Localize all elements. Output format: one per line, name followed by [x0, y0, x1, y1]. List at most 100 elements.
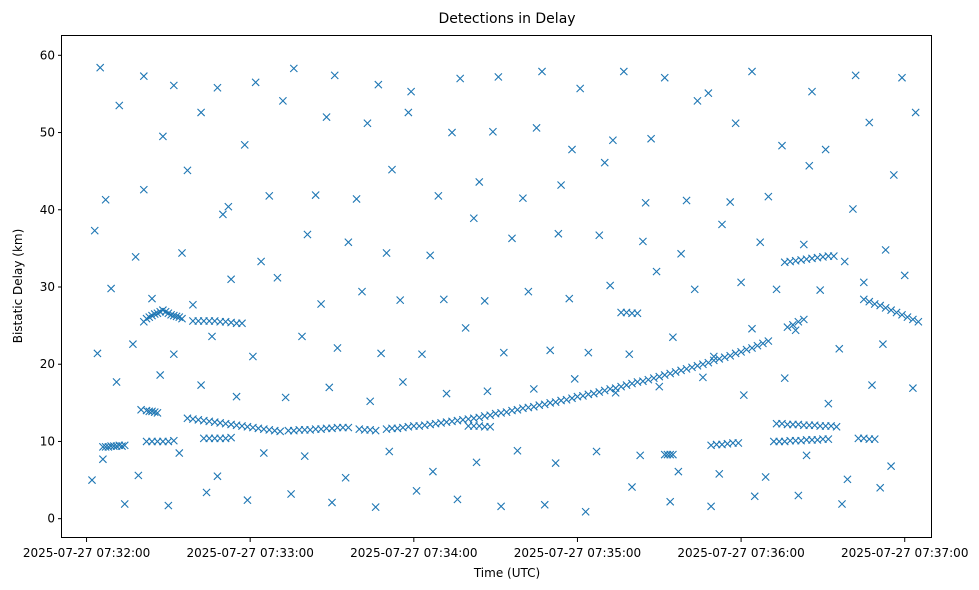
data-point-noise — [442, 389, 451, 398]
data-point-noise — [868, 381, 876, 390]
data-point-noise — [101, 195, 110, 204]
y-axis: 0 10 20 30 40 50 60 — [40, 48, 62, 526]
data-point-track-19 — [870, 435, 879, 444]
data-point-noise — [164, 501, 173, 510]
data-point-noise — [565, 294, 574, 303]
data-point-track-2 — [150, 408, 159, 417]
data-point-noise — [838, 500, 846, 509]
data-point-noise — [183, 166, 192, 175]
data-point-noise — [748, 67, 756, 76]
data-point-noise — [385, 447, 394, 456]
data-point-noise — [824, 399, 833, 408]
data-point-noise — [300, 452, 309, 461]
data-point-track-17 — [794, 317, 803, 326]
data-point-noise — [341, 473, 350, 482]
data-point-noise — [330, 71, 339, 80]
data-point-track-17 — [788, 320, 797, 329]
data-point-noise — [240, 140, 249, 149]
data-point-track-10 — [748, 344, 756, 353]
data-point-track-20 — [887, 306, 896, 315]
data-point-track-10 — [638, 377, 647, 386]
data-point-noise — [606, 281, 615, 290]
data-point-noise — [780, 374, 789, 383]
data-point-noise — [158, 132, 167, 141]
data-point-noise — [257, 257, 266, 266]
data-point-track-4 — [150, 310, 159, 319]
data-point-track-20 — [892, 308, 901, 317]
data-point-noise — [668, 333, 677, 342]
data-point-noise — [232, 392, 241, 401]
data-point-noise — [887, 462, 896, 471]
data-point-noise — [169, 81, 178, 90]
data-point-track-6 — [227, 433, 236, 442]
data-point-noise — [488, 127, 497, 136]
data-point-noise — [366, 397, 375, 406]
data-point-noise — [213, 472, 222, 481]
data-point-noise — [660, 73, 669, 82]
y-tick-label: 30 — [40, 280, 55, 294]
data-point-noise — [311, 191, 320, 200]
data-point-noise — [139, 72, 148, 81]
data-point-noise — [377, 349, 386, 358]
data-point-track-1 — [120, 441, 129, 450]
data-point-noise — [499, 348, 508, 357]
data-point-noise — [698, 373, 707, 382]
x-tick-label: 2025-07-27 07:37:00 — [841, 546, 968, 560]
data-point-noise — [570, 374, 579, 383]
data-point-noise — [557, 181, 566, 190]
data-point-noise — [524, 287, 533, 296]
data-point-track-3 — [169, 436, 178, 445]
data-point-noise — [208, 332, 216, 341]
data-point-noise — [595, 231, 604, 240]
data-point-noise — [652, 267, 661, 276]
data-point-noise — [98, 455, 107, 464]
data-point-track-10 — [486, 411, 495, 420]
data-point-noise — [480, 296, 489, 305]
data-point-track-10 — [513, 405, 522, 414]
data-point-noise — [835, 344, 844, 353]
data-point-noise — [213, 83, 222, 92]
data-point-noise — [778, 141, 786, 150]
data-point-noise — [128, 340, 137, 349]
data-point-track-10 — [655, 372, 664, 381]
data-point-noise — [693, 96, 702, 105]
data-point-track-17 — [799, 315, 808, 324]
data-point-noise — [739, 391, 748, 400]
data-point-noise — [843, 475, 852, 484]
data-point-noise — [799, 240, 808, 249]
data-point-noise — [647, 134, 656, 143]
data-point-noise — [576, 84, 585, 93]
y-tick-label: 60 — [40, 48, 55, 62]
data-point-track-17 — [783, 323, 792, 332]
data-point-noise — [764, 192, 773, 201]
data-point-noise — [851, 71, 860, 80]
data-point-noise — [859, 278, 868, 287]
data-point-noise — [90, 226, 99, 235]
data-point-track-10 — [562, 395, 571, 404]
data-point-noise — [404, 108, 413, 117]
data-point-track-15 — [824, 435, 833, 444]
data-point-noise — [398, 378, 407, 386]
data-point-noise — [227, 275, 236, 284]
data-point-track-20 — [876, 301, 885, 310]
data-point-noise — [202, 488, 211, 497]
data-point-noise — [848, 205, 857, 213]
data-point-noise — [188, 300, 197, 309]
data-point-noise — [112, 378, 121, 386]
data-point-noise — [655, 382, 664, 391]
data-point-noise — [508, 234, 516, 243]
data-point-track-10 — [677, 366, 686, 375]
data-point-noise — [434, 191, 443, 200]
x-axis: 2025-07-27 07:32:00 2025-07-27 07:33:00 20… — [23, 538, 968, 560]
data-point-track-10 — [595, 388, 604, 397]
data-point-noise — [581, 507, 590, 516]
data-point-track-1 — [118, 442, 126, 451]
data-point-noise — [677, 249, 686, 258]
data-point-noise — [265, 191, 274, 200]
data-point-noise — [352, 194, 361, 203]
data-point-noise — [197, 108, 206, 117]
data-point-track-16 — [829, 252, 838, 261]
data-point-track-4 — [167, 310, 176, 319]
data-point-noise — [600, 158, 609, 167]
data-point-track-20 — [903, 313, 912, 322]
